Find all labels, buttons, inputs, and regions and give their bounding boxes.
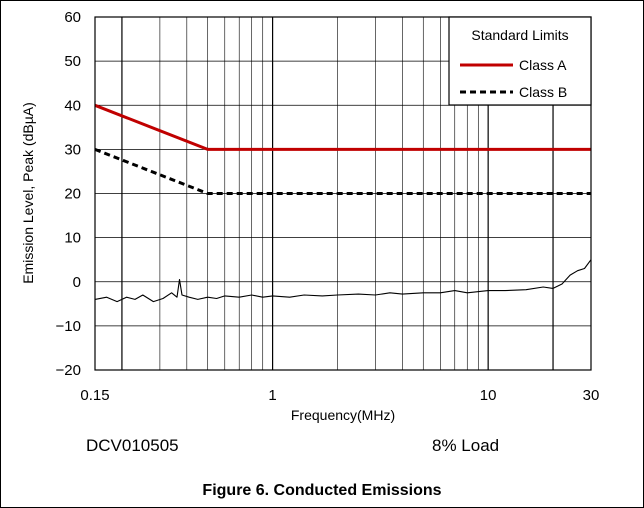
y-tick-label: 30	[64, 141, 81, 158]
y-tick-label: 60	[64, 9, 81, 26]
y-tick-label: −10	[56, 318, 81, 335]
device-label: DCV010505	[86, 436, 179, 455]
y-tick-label: 40	[64, 97, 81, 114]
legend-box	[448, 16, 592, 106]
emissions-chart: −20 −10 0 10 20 30 40 50 60 0.15 1 10 30 Frequency(…	[20, 9, 599, 423]
series-measured-emissions	[94, 259, 592, 303]
y-tick-label: 50	[64, 53, 81, 70]
load-label: 8% Load	[432, 436, 500, 455]
x-axis-label: Frequency(MHz)	[291, 407, 395, 423]
series-layer	[94, 103, 592, 303]
y-tick-label: 10	[64, 230, 81, 247]
legend: Standard Limits Class A Class B	[448, 16, 592, 106]
plot-border	[94, 16, 592, 371]
legend-label-class-b: Class B	[519, 84, 567, 100]
x-tick-label: 0.15	[80, 387, 109, 404]
legend-label-class-a: Class A	[519, 57, 567, 73]
figure-caption: Figure 6. Conducted Emissions	[202, 482, 442, 499]
x-tick-label: 1	[268, 387, 276, 404]
legend-title: Standard Limits	[471, 27, 568, 43]
x-tick-label: 10	[480, 387, 497, 404]
y-axis-label: Emission Level, Peak (dBµA)	[20, 102, 36, 284]
series-class-b	[94, 148, 591, 195]
x-tick-labels: 0.15 1 10 30	[80, 387, 599, 404]
y-tick-label: −20	[56, 362, 81, 379]
y-tick-labels: −20 −10 0 10 20 30 40 50 60	[56, 9, 81, 379]
x-tick-label: 30	[583, 387, 600, 404]
series-class-a	[94, 103, 591, 151]
y-tick-label: 20	[64, 186, 81, 203]
y-tick-label: 0	[73, 274, 81, 291]
